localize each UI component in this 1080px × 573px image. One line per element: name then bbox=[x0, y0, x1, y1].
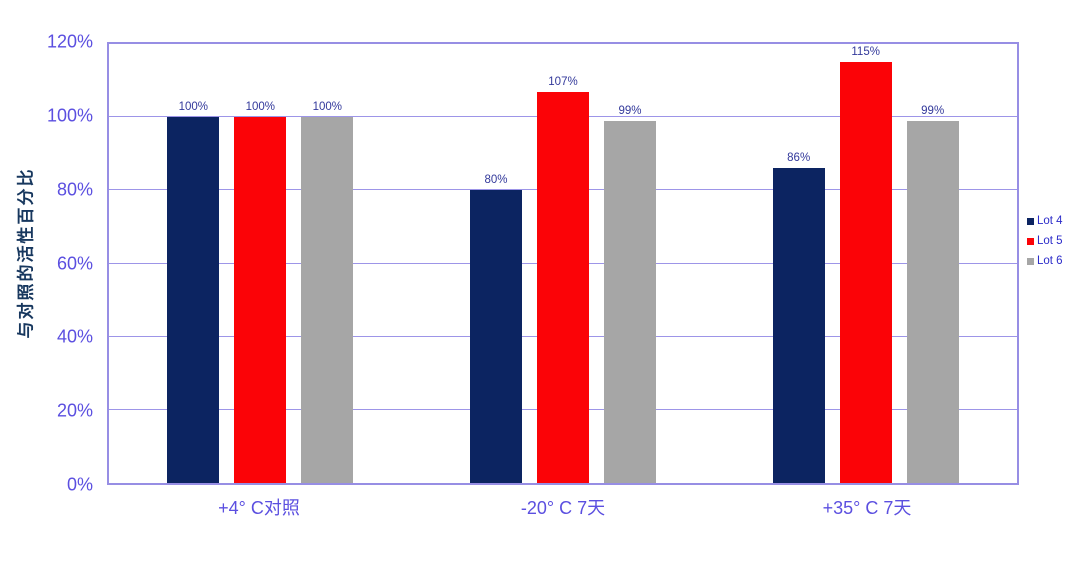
legend-swatch-icon bbox=[1027, 257, 1034, 265]
legend-item-lot-5: Lot 5 bbox=[1027, 235, 1063, 247]
bar-lot-6: 100% bbox=[301, 101, 354, 483]
y-tick-label: 40% bbox=[56, 326, 93, 347]
x-axis-label-2: -20° C 7天 bbox=[520, 498, 606, 518]
y-tick-label: 80% bbox=[56, 179, 93, 200]
bar-group-2: 80% 107% 99% bbox=[412, 44, 715, 483]
legend-label: Lot 4 bbox=[1037, 215, 1063, 227]
x-axis-label-1: +4° C对照 bbox=[218, 498, 300, 518]
y-tick-label: 0% bbox=[66, 474, 93, 495]
bar-value-label: 100% bbox=[245, 101, 276, 114]
bar-lot-5: 115% bbox=[839, 46, 892, 483]
y-axis-ticks: 0% 20% 40% 60% 80% 100% 120% bbox=[0, 32, 99, 495]
bar-lot-5: 107% bbox=[537, 76, 589, 483]
bar-group-3: 86% 115% 99% bbox=[714, 44, 1017, 483]
bar-value-label: 80% bbox=[484, 174, 508, 187]
bar-lot-6: 99% bbox=[604, 105, 656, 483]
bar-value-label: 115% bbox=[851, 46, 880, 59]
x-axis-labels: +4° C对照 -20° C 7天 +35° C 7天 bbox=[107, 494, 1019, 520]
legend-item-lot-6: Lot 6 bbox=[1027, 255, 1063, 267]
bar-lot-4: 80% bbox=[470, 174, 522, 483]
bar-value-label: 100% bbox=[178, 101, 209, 114]
legend: Lot 4 Lot 5 Lot 6 bbox=[1027, 215, 1063, 267]
bar-value-label: 99% bbox=[921, 104, 945, 117]
x-axis-label-3: +35° C 7天 bbox=[822, 498, 912, 518]
bar-lot-5: 100% bbox=[234, 101, 287, 483]
legend-label: Lot 5 bbox=[1037, 235, 1063, 247]
legend-label: Lot 6 bbox=[1037, 255, 1063, 267]
bar-group-1: 100% 100% 100% bbox=[109, 44, 412, 483]
legend-swatch-icon bbox=[1027, 217, 1034, 225]
bar-value-label: 107% bbox=[548, 75, 578, 88]
bar-lot-4: 86% bbox=[772, 152, 825, 483]
bar-groups: 100% 100% 100% 80% 107% 99% 86% 115% 99% bbox=[109, 44, 1017, 483]
legend-item-lot-4: Lot 4 bbox=[1027, 215, 1063, 227]
bar-value-label: 100% bbox=[312, 101, 343, 114]
y-tick-label: 20% bbox=[56, 400, 93, 421]
plot-area: 100% 100% 100% 80% 107% 99% 86% 115% 99% bbox=[107, 42, 1019, 485]
legend-swatch-icon bbox=[1027, 237, 1034, 245]
y-tick-label: 60% bbox=[56, 253, 93, 273]
y-tick-label: 100% bbox=[46, 105, 93, 126]
bar-lot-6: 99% bbox=[906, 105, 959, 483]
bar-value-label: 86% bbox=[787, 152, 811, 165]
bar-value-label: 99% bbox=[618, 104, 642, 117]
bar-lot-4: 100% bbox=[167, 101, 220, 483]
y-tick-label: 120% bbox=[46, 31, 93, 52]
